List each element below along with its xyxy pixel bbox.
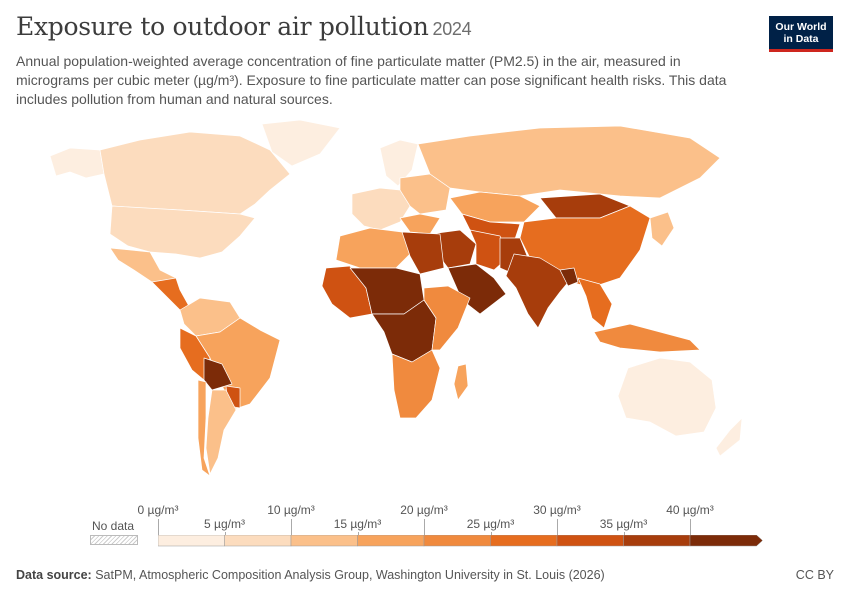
source-label: Data source: bbox=[16, 568, 92, 582]
owid-logo[interactable]: Our World in Data bbox=[769, 16, 833, 52]
legend-tick-upper-3: 30 µg/m³ bbox=[533, 503, 581, 517]
world-map bbox=[49, 119, 743, 477]
region-india[interactable] bbox=[505, 253, 571, 329]
data-source: Data source: SatPM, Atmospheric Composit… bbox=[16, 568, 605, 582]
region-southern-africa[interactable] bbox=[391, 349, 441, 419]
legend-tick-lower-3: 35 µg/m³ bbox=[599, 517, 648, 531]
region-scandinavia[interactable] bbox=[379, 139, 419, 187]
region-balkans[interactable] bbox=[399, 213, 441, 235]
region-greenland[interactable] bbox=[261, 119, 341, 167]
region-canada[interactable] bbox=[99, 131, 291, 215]
region-southeast-asia[interactable] bbox=[577, 277, 613, 329]
region-argentina[interactable] bbox=[205, 389, 237, 475]
region-australia[interactable] bbox=[617, 357, 717, 437]
source-text[interactable]: SatPM, Atmospheric Composition Analysis … bbox=[95, 568, 605, 582]
legend-tickline-lower-3 bbox=[623, 532, 625, 535]
legend-tick-lower-0: 5 µg/m³ bbox=[204, 517, 245, 531]
region-united-states[interactable] bbox=[109, 205, 256, 259]
legend-tick-lower-2: 25 µg/m³ bbox=[466, 517, 515, 531]
legend-tickline-lower-2 bbox=[490, 532, 492, 535]
legend-bin-8[interactable] bbox=[689, 535, 763, 547]
legend-tick-upper-1: 10 µg/m³ bbox=[267, 503, 315, 517]
region-egypt-libya[interactable] bbox=[401, 231, 445, 275]
region-new-zealand[interactable] bbox=[715, 417, 743, 457]
legend-tickline-upper-1 bbox=[291, 519, 292, 535]
legend-tick-upper-4: 40 µg/m³ bbox=[666, 503, 714, 517]
legend-tick-upper-2: 20 µg/m³ bbox=[400, 503, 448, 517]
legend-bin-3[interactable] bbox=[357, 535, 425, 547]
legend-tickline-upper-2 bbox=[424, 519, 425, 535]
legend-bin-5[interactable] bbox=[490, 535, 558, 547]
no-data-label: No data bbox=[92, 519, 135, 533]
logo-line-1: Our World bbox=[775, 21, 827, 33]
chart-title: Exposure to outdoor air pollution 2024 bbox=[16, 12, 472, 41]
legend-tickline-upper-0 bbox=[158, 519, 159, 535]
license-link[interactable]: CC BY bbox=[795, 568, 834, 582]
title-text: Exposure to outdoor air pollution bbox=[16, 12, 429, 41]
legend-tickline-lower-1 bbox=[357, 532, 359, 535]
region-bolivia[interactable] bbox=[203, 357, 233, 391]
legend-bin-7[interactable] bbox=[623, 535, 691, 547]
legend-bin-4[interactable] bbox=[423, 535, 491, 547]
legend-tickline-lower-0 bbox=[224, 532, 226, 535]
logo-line-2: in Data bbox=[783, 33, 819, 45]
color-legend: No data 0 µg/m³ 10 µg/m³ 20 µg/m³ 30 µg/m³ 4… bbox=[0, 495, 850, 565]
region-korea-japan[interactable] bbox=[649, 211, 675, 247]
region-bangladesh[interactable] bbox=[559, 267, 579, 287]
region-europe-west[interactable] bbox=[351, 187, 411, 231]
legend-bin-6[interactable] bbox=[556, 535, 624, 547]
region-north-africa[interactable] bbox=[335, 227, 413, 269]
region-indonesia[interactable] bbox=[593, 323, 701, 353]
legend-tickline-upper-3 bbox=[557, 519, 558, 535]
color-scale-bar bbox=[158, 535, 763, 547]
region-central-america[interactable] bbox=[151, 277, 191, 311]
region-alaska[interactable] bbox=[49, 147, 105, 179]
chart-subtitle: Annual population-weighted average conce… bbox=[16, 53, 727, 107]
title-year: 2024 bbox=[432, 19, 472, 39]
legend-bin-2[interactable] bbox=[290, 535, 358, 547]
region-madagascar[interactable] bbox=[453, 363, 469, 401]
region-russia[interactable] bbox=[417, 125, 721, 199]
legend-bin-0[interactable] bbox=[158, 535, 225, 547]
legend-tickline-upper-4 bbox=[690, 519, 691, 535]
legend-bin-1[interactable] bbox=[224, 535, 292, 547]
legend-tick-upper-0: 0 µg/m³ bbox=[137, 503, 179, 517]
region-east-africa[interactable] bbox=[423, 285, 471, 351]
region-chile[interactable] bbox=[197, 379, 211, 477]
legend-tick-lower-1: 15 µg/m³ bbox=[333, 517, 382, 531]
no-data-swatch bbox=[90, 535, 138, 545]
